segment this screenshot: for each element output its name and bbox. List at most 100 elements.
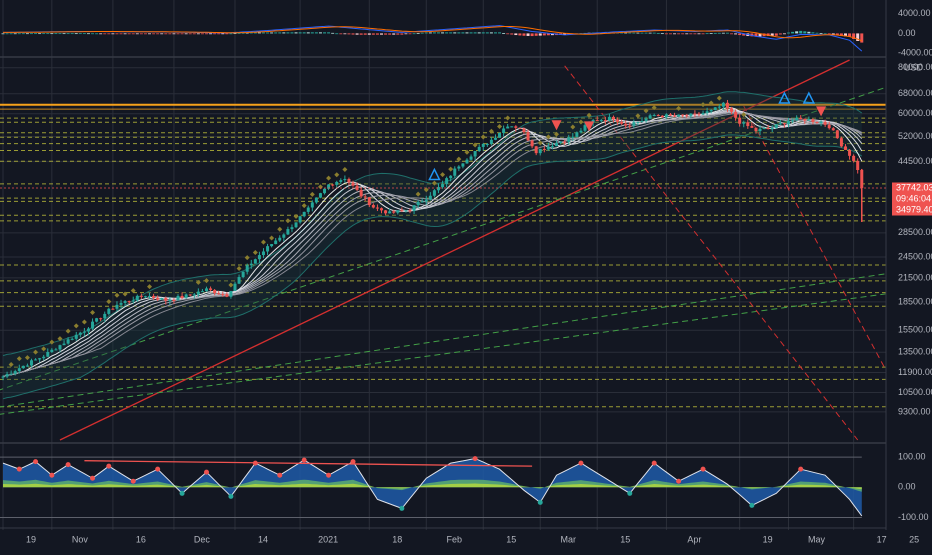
macd-histogram-bar[interactable]	[489, 32, 493, 34]
candle-body[interactable]	[286, 229, 290, 235]
macd-histogram-bar[interactable]	[823, 33, 827, 35]
candle-body[interactable]	[782, 123, 786, 125]
divergence-line[interactable]	[84, 460, 533, 467]
macd-histogram-bar[interactable]	[168, 33, 172, 35]
macd-histogram-bar[interactable]	[241, 32, 245, 34]
macd-histogram-bar[interactable]	[221, 33, 225, 35]
macd-histogram-bar[interactable]	[200, 33, 204, 35]
trendline[interactable]	[0, 290, 907, 417]
candle-body[interactable]	[29, 360, 33, 366]
candle-body[interactable]	[261, 251, 265, 256]
candle-body[interactable]	[302, 211, 306, 217]
macd-histogram-bar[interactable]	[29, 33, 33, 35]
macd-histogram-bar[interactable]	[506, 33, 510, 35]
candle-body[interactable]	[5, 374, 9, 377]
candle-body[interactable]	[188, 294, 192, 296]
candle-body[interactable]	[9, 373, 13, 375]
candle-body[interactable]	[774, 124, 778, 128]
candle-body[interactable]	[624, 123, 628, 126]
macd-histogram-bar[interactable]	[327, 32, 331, 34]
macd-histogram-bar[interactable]	[400, 33, 404, 35]
macd-histogram-bar[interactable]	[103, 33, 107, 35]
candle-body[interactable]	[730, 108, 734, 112]
macd-histogram-bar[interactable]	[432, 32, 436, 34]
candle-body[interactable]	[371, 205, 375, 208]
macd-histogram-bar[interactable]	[384, 33, 388, 35]
buy-signal-triangle[interactable]	[778, 91, 791, 104]
candle-body[interactable]	[530, 140, 534, 147]
macd-histogram-bar[interactable]	[62, 33, 66, 35]
macd-histogram-bar[interactable]	[457, 32, 461, 34]
candle-body[interactable]	[343, 178, 347, 181]
wave-cross-dot[interactable]	[130, 478, 136, 484]
macd-histogram-bar[interactable]	[46, 33, 50, 35]
macd-histogram-bar[interactable]	[323, 32, 327, 34]
candle-body[interactable]	[685, 115, 689, 117]
macd-histogram-bar[interactable]	[9, 33, 13, 35]
macd-histogram-bar[interactable]	[465, 32, 469, 34]
macd-histogram-bar[interactable]	[143, 33, 147, 35]
macd-histogram-bar[interactable]	[624, 32, 628, 34]
macd-histogram-bar[interactable]	[860, 33, 864, 43]
wave-cross-dot[interactable]	[106, 463, 112, 469]
candle-body[interactable]	[375, 207, 379, 209]
wave-cross-dot[interactable]	[179, 490, 185, 496]
macd-histogram-bar[interactable]	[477, 32, 481, 34]
candle-body[interactable]	[481, 143, 485, 147]
candle-body[interactable]	[738, 117, 742, 124]
wave-cross-dot[interactable]	[277, 472, 283, 478]
macd-histogram-bar[interactable]	[453, 32, 457, 34]
candle-body[interactable]	[180, 295, 184, 298]
wave-cross-dot[interactable]	[90, 475, 96, 481]
candle-body[interactable]	[795, 117, 799, 121]
candle-body[interactable]	[778, 123, 782, 125]
wave-cross-dot[interactable]	[204, 469, 209, 475]
macd-histogram-bar[interactable]	[21, 33, 25, 35]
macd-histogram-bar[interactable]	[713, 32, 717, 34]
macd-histogram-bar[interactable]	[807, 31, 811, 34]
wave-cross-dot[interactable]	[16, 466, 22, 472]
macd-histogram-bar[interactable]	[709, 33, 713, 34]
candle-body[interactable]	[282, 234, 286, 238]
macd-histogram-bar[interactable]	[367, 33, 371, 35]
macd-histogram-bar[interactable]	[274, 32, 278, 34]
buy-signal-triangle[interactable]	[428, 167, 441, 181]
candle-body[interactable]	[25, 365, 29, 367]
macd-histogram-bar[interactable]	[13, 33, 17, 35]
candle-body[interactable]	[1, 376, 5, 378]
wave-cross-dot[interactable]	[49, 472, 55, 478]
candle-body[interactable]	[563, 141, 567, 143]
macd-histogram-bar[interactable]	[550, 33, 554, 36]
macd-histogram-bar[interactable]	[286, 32, 290, 34]
macd-histogram-bar[interactable]	[530, 33, 534, 37]
candle-body[interactable]	[595, 120, 599, 122]
wave-cross-dot[interactable]	[65, 462, 71, 468]
candle-body[interactable]	[58, 345, 62, 350]
candle-body[interactable]	[152, 295, 156, 298]
candle-body[interactable]	[13, 371, 17, 374]
candle-body[interactable]	[746, 122, 750, 127]
macd-histogram-bar[interactable]	[493, 32, 497, 34]
candle-body[interactable]	[78, 332, 82, 335]
macd-histogram-bar[interactable]	[278, 32, 282, 34]
macd-histogram-bar[interactable]	[1, 33, 5, 35]
wave-cross-dot[interactable]	[578, 460, 584, 466]
candle-body[interactable]	[66, 339, 70, 344]
candle-body[interactable]	[823, 121, 827, 125]
macd-histogram-bar[interactable]	[852, 33, 856, 40]
macd-histogram-bar[interactable]	[86, 33, 90, 35]
candle-body[interactable]	[831, 128, 835, 131]
macd-histogram-bar[interactable]	[270, 32, 274, 34]
candle-body[interactable]	[115, 304, 119, 309]
wave-cross-dot[interactable]	[350, 459, 356, 465]
buy-signal-triangle[interactable]	[802, 91, 816, 104]
candle-body[interactable]	[111, 308, 115, 310]
candle-body[interactable]	[314, 197, 318, 203]
candle-body[interactable]	[555, 143, 559, 147]
macd-histogram-bar[interactable]	[787, 32, 791, 34]
candle-body[interactable]	[310, 202, 314, 208]
candle-body[interactable]	[135, 295, 139, 301]
macd-histogram-bar[interactable]	[652, 32, 656, 34]
candle-body[interactable]	[205, 288, 208, 292]
macd-histogram-bar[interactable]	[139, 33, 143, 35]
